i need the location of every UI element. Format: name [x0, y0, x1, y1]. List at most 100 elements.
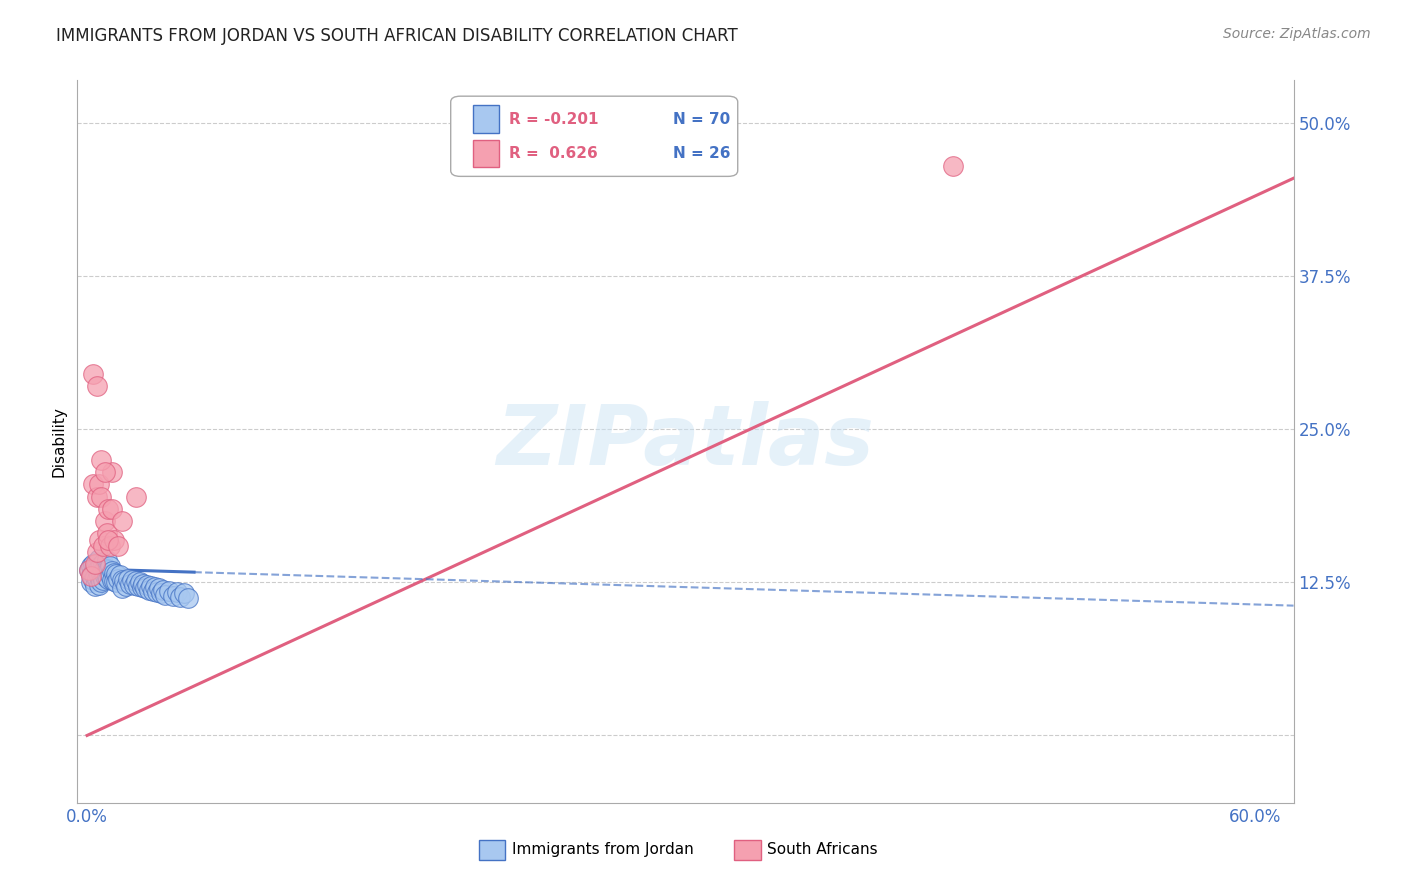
Point — [143, 580, 166, 594]
Point — [150, 586, 173, 600]
Point — [131, 580, 153, 594]
Point — [93, 569, 115, 583]
Point — [105, 575, 128, 590]
Point — [77, 563, 100, 577]
Point — [97, 502, 120, 516]
Point — [152, 582, 174, 597]
Bar — [478, 839, 505, 860]
Point — [112, 574, 135, 589]
Point — [107, 539, 129, 553]
Point — [87, 533, 110, 547]
Point — [101, 465, 124, 479]
Point — [91, 573, 114, 587]
Point — [103, 574, 125, 589]
Point — [82, 367, 104, 381]
Point — [90, 575, 112, 590]
Point — [173, 586, 195, 600]
Bar — [472, 140, 499, 167]
Point — [93, 514, 115, 528]
Point — [83, 579, 105, 593]
Point — [101, 565, 124, 579]
Point — [91, 565, 114, 579]
Point — [86, 379, 108, 393]
Point — [90, 490, 112, 504]
Point — [177, 591, 200, 606]
Text: N = 26: N = 26 — [673, 146, 731, 161]
Point — [118, 576, 141, 591]
Point — [117, 572, 139, 586]
Point — [100, 539, 122, 553]
Text: R = -0.201: R = -0.201 — [509, 112, 599, 127]
Point — [83, 562, 105, 576]
Point — [82, 573, 104, 587]
Point — [101, 573, 124, 587]
Point — [87, 552, 110, 566]
Point — [127, 579, 149, 593]
Point — [134, 582, 156, 596]
Text: Immigrants from Jordan: Immigrants from Jordan — [512, 842, 693, 857]
Point — [132, 576, 155, 591]
Point — [93, 560, 115, 574]
Point — [86, 555, 108, 569]
Point — [128, 575, 150, 590]
Point — [90, 566, 112, 581]
Point — [91, 539, 114, 553]
Text: ZIPatlas: ZIPatlas — [496, 401, 875, 482]
Point — [111, 582, 134, 596]
Point — [97, 572, 120, 586]
Point — [91, 556, 114, 570]
Point — [87, 578, 110, 592]
Point — [148, 582, 170, 596]
Point — [97, 563, 120, 577]
Point — [142, 583, 165, 598]
Point — [125, 574, 148, 589]
Point — [96, 570, 118, 584]
Point — [942, 159, 965, 173]
Point — [107, 572, 129, 586]
Point — [93, 465, 115, 479]
Point — [100, 559, 122, 574]
Point — [87, 477, 110, 491]
Bar — [734, 839, 761, 860]
Point — [111, 573, 134, 587]
Point — [90, 453, 112, 467]
Point — [138, 582, 160, 597]
Text: R =  0.626: R = 0.626 — [509, 146, 598, 161]
Text: Source: ZipAtlas.com: Source: ZipAtlas.com — [1223, 27, 1371, 41]
Point — [103, 533, 125, 547]
Point — [86, 490, 108, 504]
Point — [166, 585, 188, 599]
Point — [141, 579, 163, 593]
Point — [122, 578, 145, 592]
Point — [111, 514, 134, 528]
Point — [80, 559, 103, 574]
Point — [77, 563, 100, 577]
Point — [86, 545, 108, 559]
Point — [157, 583, 180, 598]
Point — [121, 573, 143, 587]
Point — [115, 579, 138, 593]
Point — [86, 572, 108, 586]
Point — [87, 560, 110, 574]
Point — [146, 585, 169, 599]
Point — [136, 578, 159, 592]
Point — [96, 553, 118, 567]
Point — [96, 526, 118, 541]
Point — [100, 568, 122, 582]
Text: N = 70: N = 70 — [673, 112, 731, 127]
Point — [105, 566, 128, 581]
Point — [86, 563, 108, 577]
Point — [87, 569, 110, 583]
Point — [83, 570, 105, 584]
Point — [108, 568, 131, 582]
Point — [169, 590, 191, 604]
Point — [90, 558, 112, 573]
Point — [80, 568, 103, 582]
FancyBboxPatch shape — [451, 96, 738, 177]
Point — [82, 566, 104, 580]
Point — [80, 575, 103, 590]
Point — [80, 569, 103, 583]
Point — [153, 588, 176, 602]
Text: South Africans: South Africans — [766, 842, 877, 857]
Point — [101, 502, 124, 516]
